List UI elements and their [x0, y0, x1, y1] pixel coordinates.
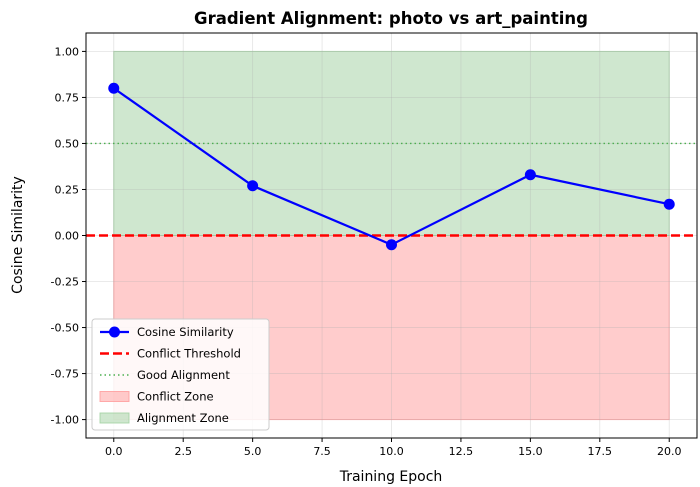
x-tick-label: 7.5 [313, 445, 331, 458]
plot-area: 0.0 2.5 5.0 7.5 10.0 12.5 15.0 17.5 20.0 -1.00 -0.… [51, 32, 698, 458]
legend-label: Conflict Zone [137, 390, 214, 404]
legend: Cosine Similarity Conflict Threshold Good … [91, 318, 270, 431]
legend-label: Good Alignment [137, 368, 230, 382]
y-tick-label: -0.75 [51, 368, 79, 381]
x-tick-label: 5.0 [244, 445, 262, 458]
legend-label: Alignment Zone [137, 411, 229, 425]
chart-title: Gradient Alignment: photo vs art_paintin… [194, 9, 588, 28]
y-tick-label: 0.25 [55, 183, 80, 196]
x-tick-label: 12.5 [449, 445, 474, 458]
legend-swatch-patch [99, 391, 130, 402]
x-tick-label: 2.5 [174, 445, 192, 458]
x-tick-label: 17.5 [588, 445, 613, 458]
legend-label: Conflict Threshold [137, 347, 241, 361]
legend-box [91, 318, 270, 431]
data-point [247, 180, 259, 192]
y-tick-label: -0.50 [51, 322, 79, 335]
y-tick-label: 1.00 [55, 45, 80, 58]
x-axis-title: Training Epoch [339, 469, 443, 485]
legend-swatch-marker [109, 326, 120, 338]
y-tick-label: 0.75 [55, 91, 80, 104]
x-tick-label: 0.0 [105, 445, 123, 458]
x-tick-label: 20.0 [657, 445, 682, 458]
y-tick-label: -1.00 [51, 414, 79, 427]
data-point [108, 82, 120, 94]
y-axis-title: Cosine Similarity [10, 176, 26, 294]
data-point [663, 198, 675, 210]
y-tick-label: 0.00 [55, 230, 80, 243]
legend-swatch-patch [99, 412, 130, 424]
data-point [524, 169, 536, 181]
x-tick-label: 15.0 [518, 445, 543, 458]
y-tick-label: -0.25 [51, 276, 79, 289]
x-tick-label: 10.0 [379, 445, 404, 458]
data-point [386, 239, 397, 251]
y-tick-label: 0.50 [55, 137, 80, 150]
legend-label: Cosine Similarity [137, 325, 234, 339]
